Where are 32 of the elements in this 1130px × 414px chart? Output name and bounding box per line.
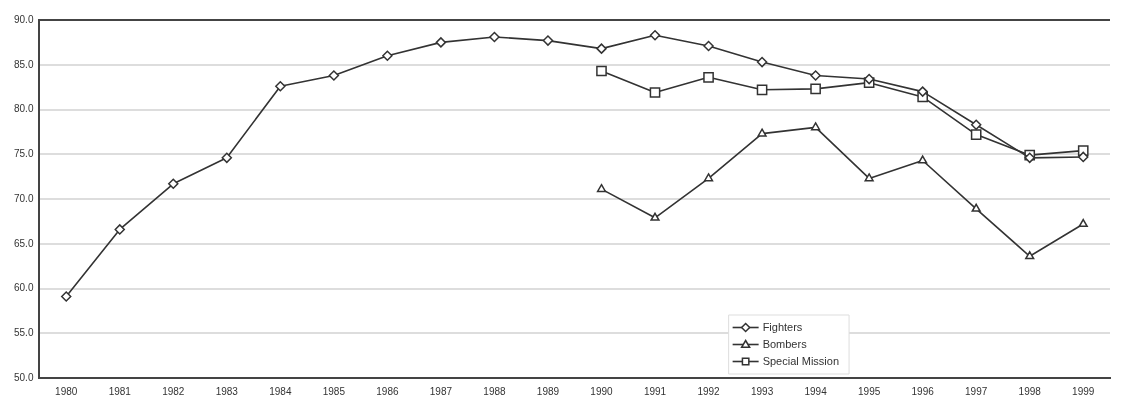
x-tick-label: 1985 <box>322 385 346 397</box>
x-tick-label: 1989 <box>536 385 560 397</box>
y-tick-label: 70.0 <box>13 192 34 204</box>
legend-label: Bombers <box>762 337 808 350</box>
x-tick-label: 1988 <box>483 385 506 397</box>
y-tick-label: 50.0 <box>13 371 34 383</box>
x-tick-label: 1986 <box>376 385 399 397</box>
x-tick-label: 1984 <box>269 385 292 397</box>
x-tick-label: 1996 <box>911 385 935 397</box>
x-tick-label: 1998 <box>1018 385 1042 397</box>
y-tick-label: 65.0 <box>13 237 34 249</box>
x-tick-label: 1980 <box>55 385 78 397</box>
x-tick-label: 1993 <box>750 385 774 397</box>
legend-label: Fighters <box>762 320 803 333</box>
y-tick-label: 55.0 <box>13 327 34 338</box>
x-tick-label: 1999 <box>1072 385 1095 397</box>
x-tick-label: 1992 <box>697 385 721 397</box>
x-tick-label: 1982 <box>162 385 185 397</box>
x-tick-label: 1990 <box>590 385 614 397</box>
x-tick-label: 1997 <box>965 385 988 397</box>
y-tick-label: 60.0 <box>13 282 34 294</box>
x-tick-label: 1981 <box>108 385 132 397</box>
y-tick-label: 90.0 <box>13 13 34 25</box>
legend-label: Special Mission <box>762 354 840 367</box>
x-tick-label: 1994 <box>804 385 828 397</box>
x-tick-label: 1983 <box>215 385 239 397</box>
x-tick-label: 1991 <box>643 385 667 397</box>
y-tick-label: 85.0 <box>13 58 34 70</box>
x-tick-label: 1995 <box>858 385 881 397</box>
x-tick-label: 1987 <box>429 385 453 397</box>
y-tick-label: 75.0 <box>13 148 34 159</box>
y-tick-label: 80.0 <box>13 103 34 115</box>
